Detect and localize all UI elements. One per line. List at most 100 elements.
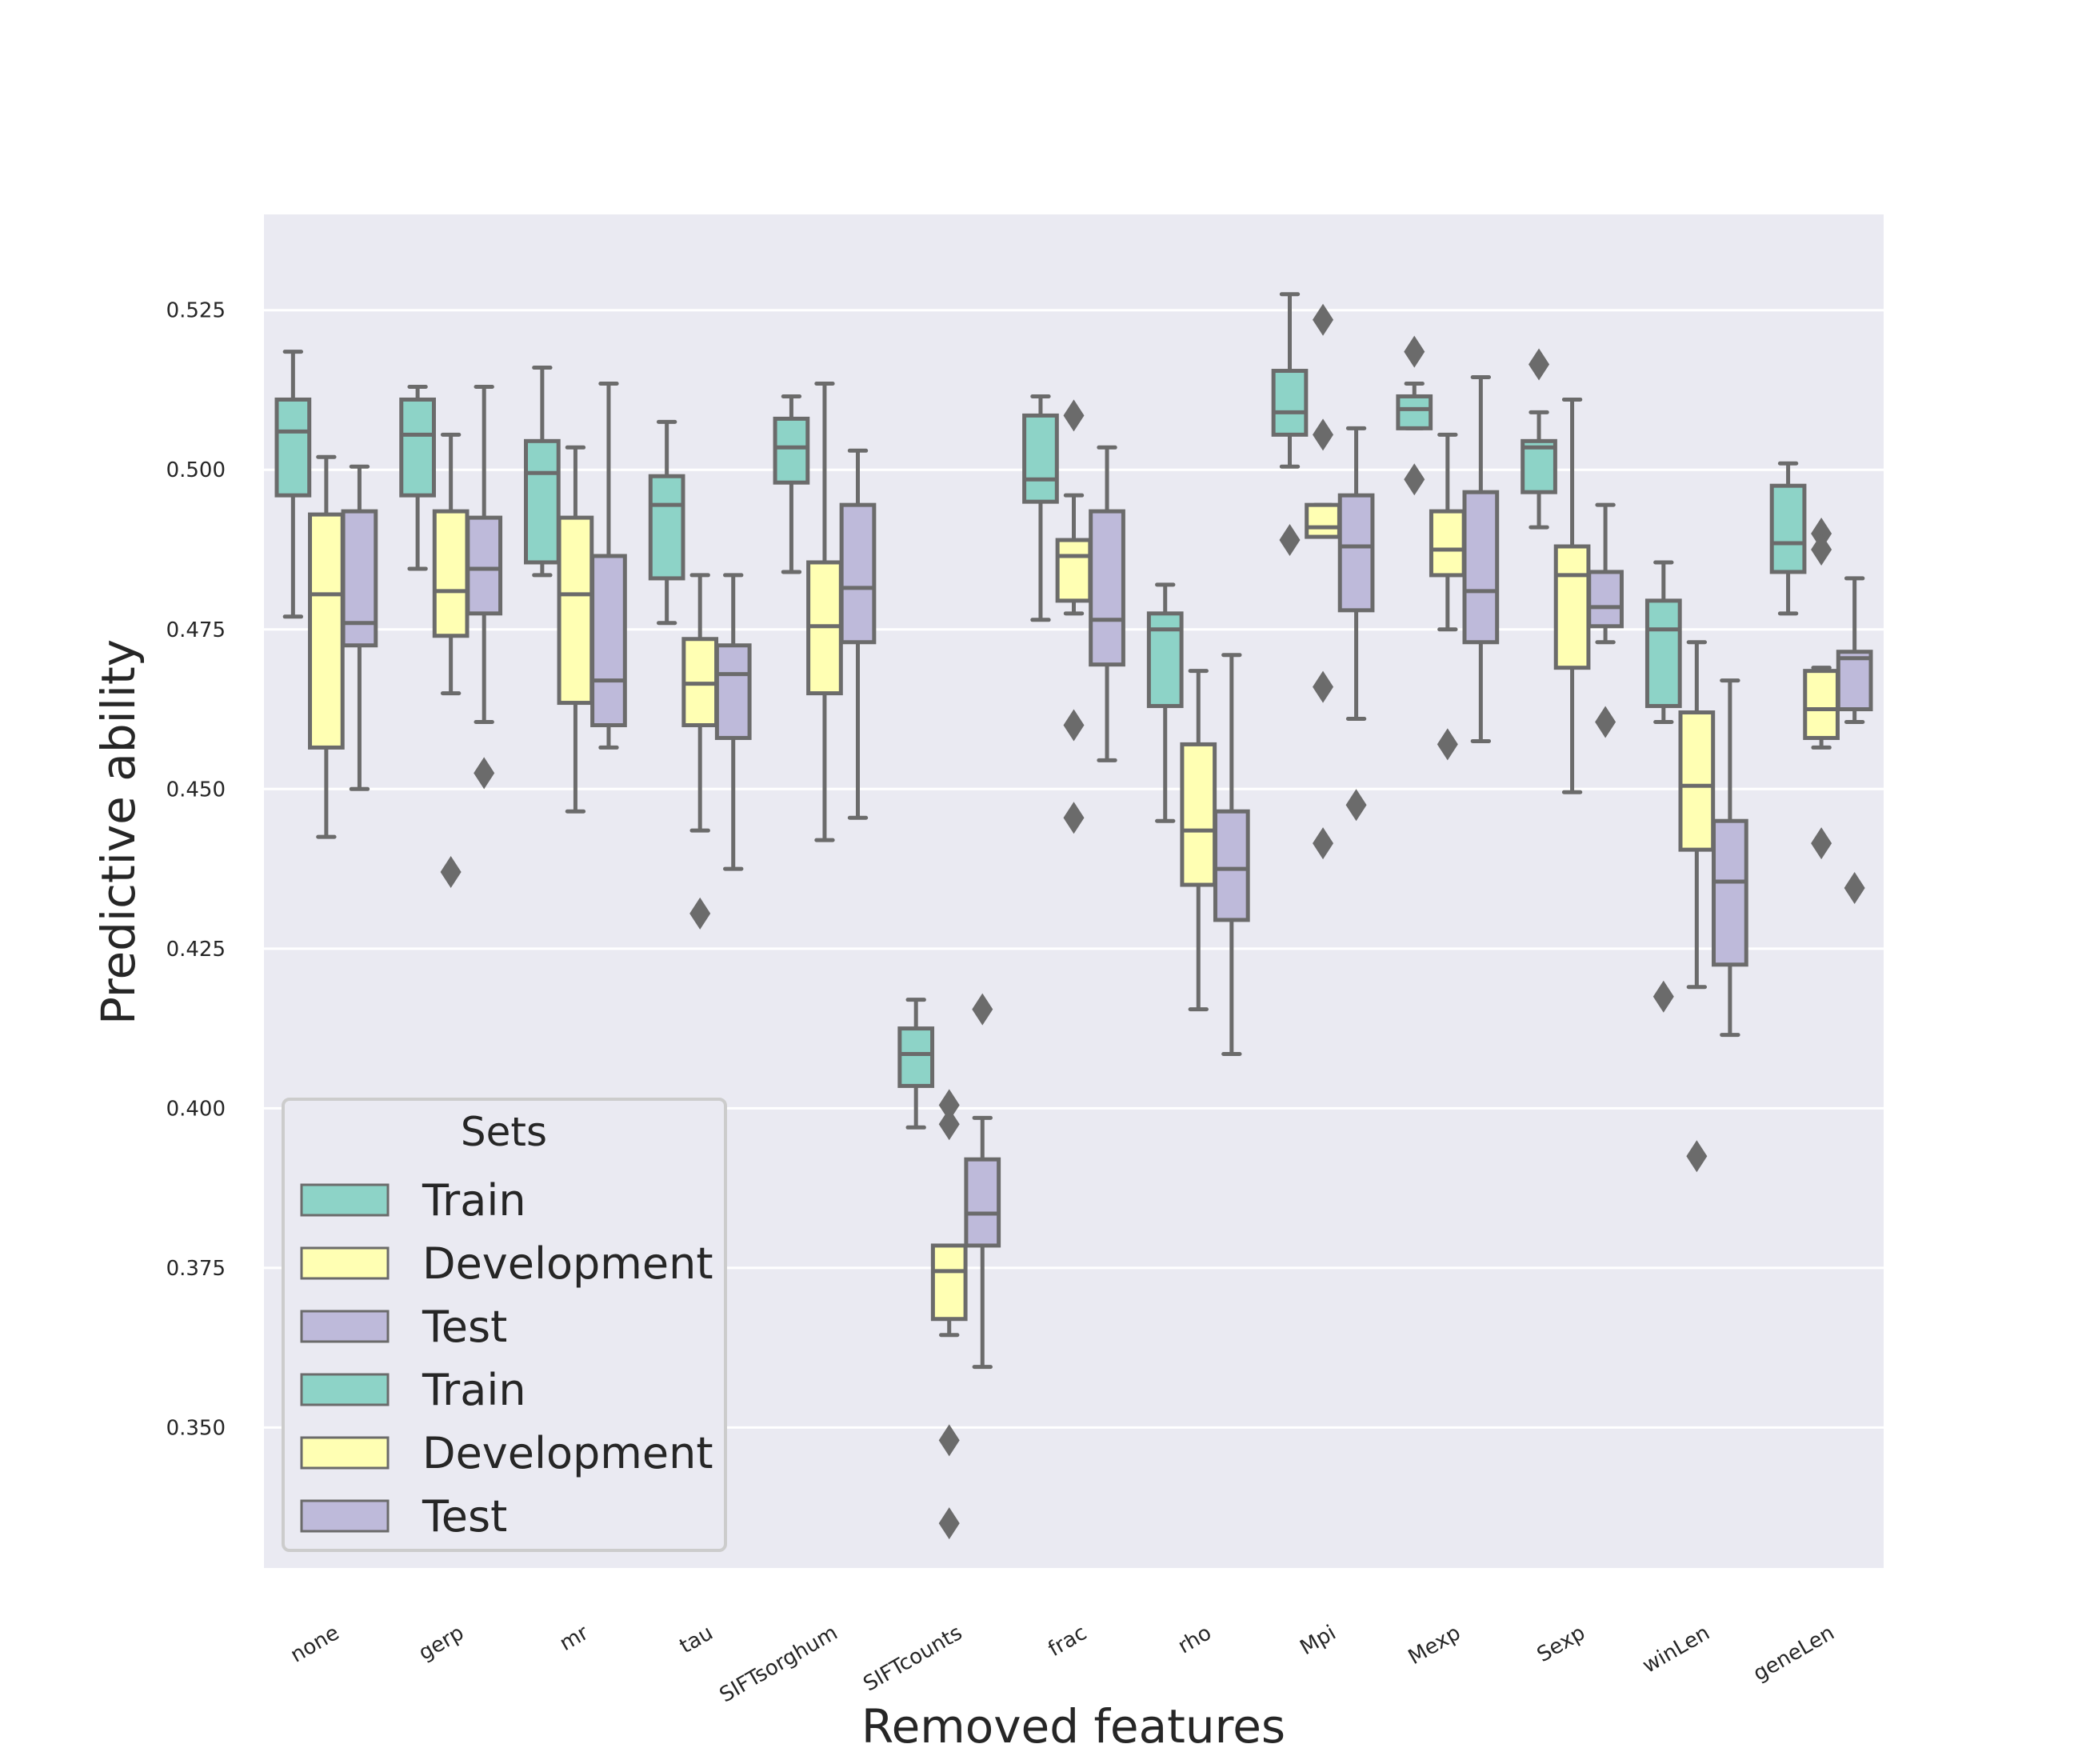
box-iqr	[1271, 369, 1309, 437]
box-iqr	[1089, 509, 1125, 667]
box-test-tau	[714, 573, 752, 871]
x-tick-label: frac	[1045, 1621, 1091, 1662]
outlier-marker	[938, 1424, 960, 1457]
legend-frame	[282, 1098, 727, 1552]
y-tick-label: 0.350	[166, 1416, 226, 1440]
box-train-winlen	[1644, 560, 1682, 1013]
box-test-sexp	[1587, 502, 1624, 738]
box-iqr	[1769, 483, 1807, 574]
box-iqr	[839, 502, 877, 645]
x-tick-label: mr	[556, 1621, 593, 1656]
outlier-marker	[1686, 1140, 1708, 1173]
x-tick-label: Mexp	[1405, 1621, 1465, 1670]
box-iqr	[773, 416, 810, 485]
box-development-frac	[1055, 399, 1093, 834]
legend-swatch	[300, 1246, 390, 1280]
box-test-siftsorghum	[839, 448, 877, 820]
box-series-layer	[274, 292, 1873, 1540]
box-test-mexp	[1462, 375, 1500, 743]
box-iqr	[1146, 611, 1184, 709]
box-iqr	[897, 1026, 935, 1088]
y-tick-label: 0.500	[166, 458, 226, 482]
box-train-mexp	[1396, 335, 1433, 496]
box-test-mpi	[1337, 426, 1375, 822]
legend-label: Test	[422, 1491, 507, 1542]
box-test-genelen	[1836, 576, 1873, 905]
outlier-marker	[1652, 980, 1674, 1013]
legend-label: Development	[422, 1238, 713, 1289]
outlier-marker	[1404, 335, 1425, 368]
outlier-marker	[1437, 728, 1458, 761]
x-tick-label: none	[286, 1621, 343, 1667]
legend-label: Development	[422, 1428, 713, 1478]
box-train-gerp	[399, 384, 436, 571]
outlier-marker	[1345, 789, 1367, 822]
x-tick-label: tau	[676, 1621, 717, 1658]
legend-swatch	[300, 1499, 390, 1533]
outlier-marker	[474, 757, 495, 790]
x-tick-label: SIFTcounts	[860, 1621, 967, 1697]
box-development-mexp	[1429, 432, 1466, 761]
y-axis-ticks: 0.350 0.375 0.400 0.425 0.450 0.475 0.500 0.525	[166, 299, 226, 1441]
y-tick-label: 0.400	[166, 1097, 226, 1121]
outlier-marker	[1811, 827, 1832, 860]
legend-swatch	[300, 1436, 390, 1470]
x-tick-label: Mpi	[1297, 1621, 1341, 1660]
box-iqr	[1836, 650, 1873, 712]
box-development-gerp	[432, 432, 470, 889]
box-development-winlen	[1678, 640, 1716, 1173]
outlier-marker	[1313, 670, 1334, 703]
outlier-marker	[972, 993, 993, 1026]
outlier-marker	[1063, 709, 1085, 742]
outlier-marker	[1404, 463, 1425, 496]
x-tick-label: SIFTsorghum	[716, 1621, 842, 1707]
box-test-gerp	[466, 384, 503, 790]
legend-swatch	[300, 1373, 390, 1406]
box-iqr	[1337, 493, 1375, 613]
box-iqr	[1305, 502, 1341, 539]
x-tick-label: rho	[1174, 1621, 1216, 1658]
y-axis-title: Predictive ability	[91, 639, 146, 1025]
box-train-rho	[1146, 582, 1184, 823]
box-iqr	[1055, 538, 1093, 603]
box-iqr	[1180, 742, 1217, 887]
box-iqr	[466, 515, 503, 616]
box-iqr	[341, 509, 378, 648]
box-test-frac	[1089, 445, 1125, 762]
box-iqr	[308, 512, 345, 750]
box-development-tau	[681, 573, 719, 930]
box-train-siftcounts	[897, 998, 935, 1130]
outlier-marker	[938, 1507, 960, 1540]
legend: Sets Train Development Test Train Developmen…	[282, 1098, 727, 1552]
box-iqr	[930, 1243, 968, 1322]
box-iqr	[432, 509, 470, 638]
y-tick-label: 0.525	[166, 299, 226, 323]
box-test-mr	[590, 382, 627, 750]
outlier-marker	[1313, 827, 1334, 860]
y-tick-label: 0.425	[166, 938, 226, 962]
y-tick-label: 0.375	[166, 1257, 226, 1281]
box-iqr	[557, 515, 594, 706]
outlier-marker	[1844, 872, 1865, 905]
box-train-siftsorghum	[773, 394, 810, 574]
box-iqr	[274, 397, 312, 498]
box-iqr	[714, 643, 752, 740]
legend-label: Train	[422, 1175, 526, 1226]
x-axis-title: Removed features	[861, 1699, 1285, 1754]
outlier-marker	[440, 856, 462, 889]
box-iqr	[1803, 669, 1840, 740]
box-test-none	[341, 464, 378, 791]
outlier-marker	[938, 1089, 960, 1122]
box-train-none	[274, 350, 312, 619]
box-development-mpi	[1305, 303, 1341, 860]
box-test-rho	[1213, 653, 1250, 1057]
box-train-mr	[524, 366, 561, 578]
outlier-marker	[1811, 534, 1832, 566]
box-iqr	[1678, 710, 1716, 852]
box-development-mr	[557, 445, 594, 814]
outlier-marker	[1313, 418, 1334, 451]
box-iqr	[1644, 598, 1682, 709]
outlier-marker	[938, 1108, 960, 1141]
